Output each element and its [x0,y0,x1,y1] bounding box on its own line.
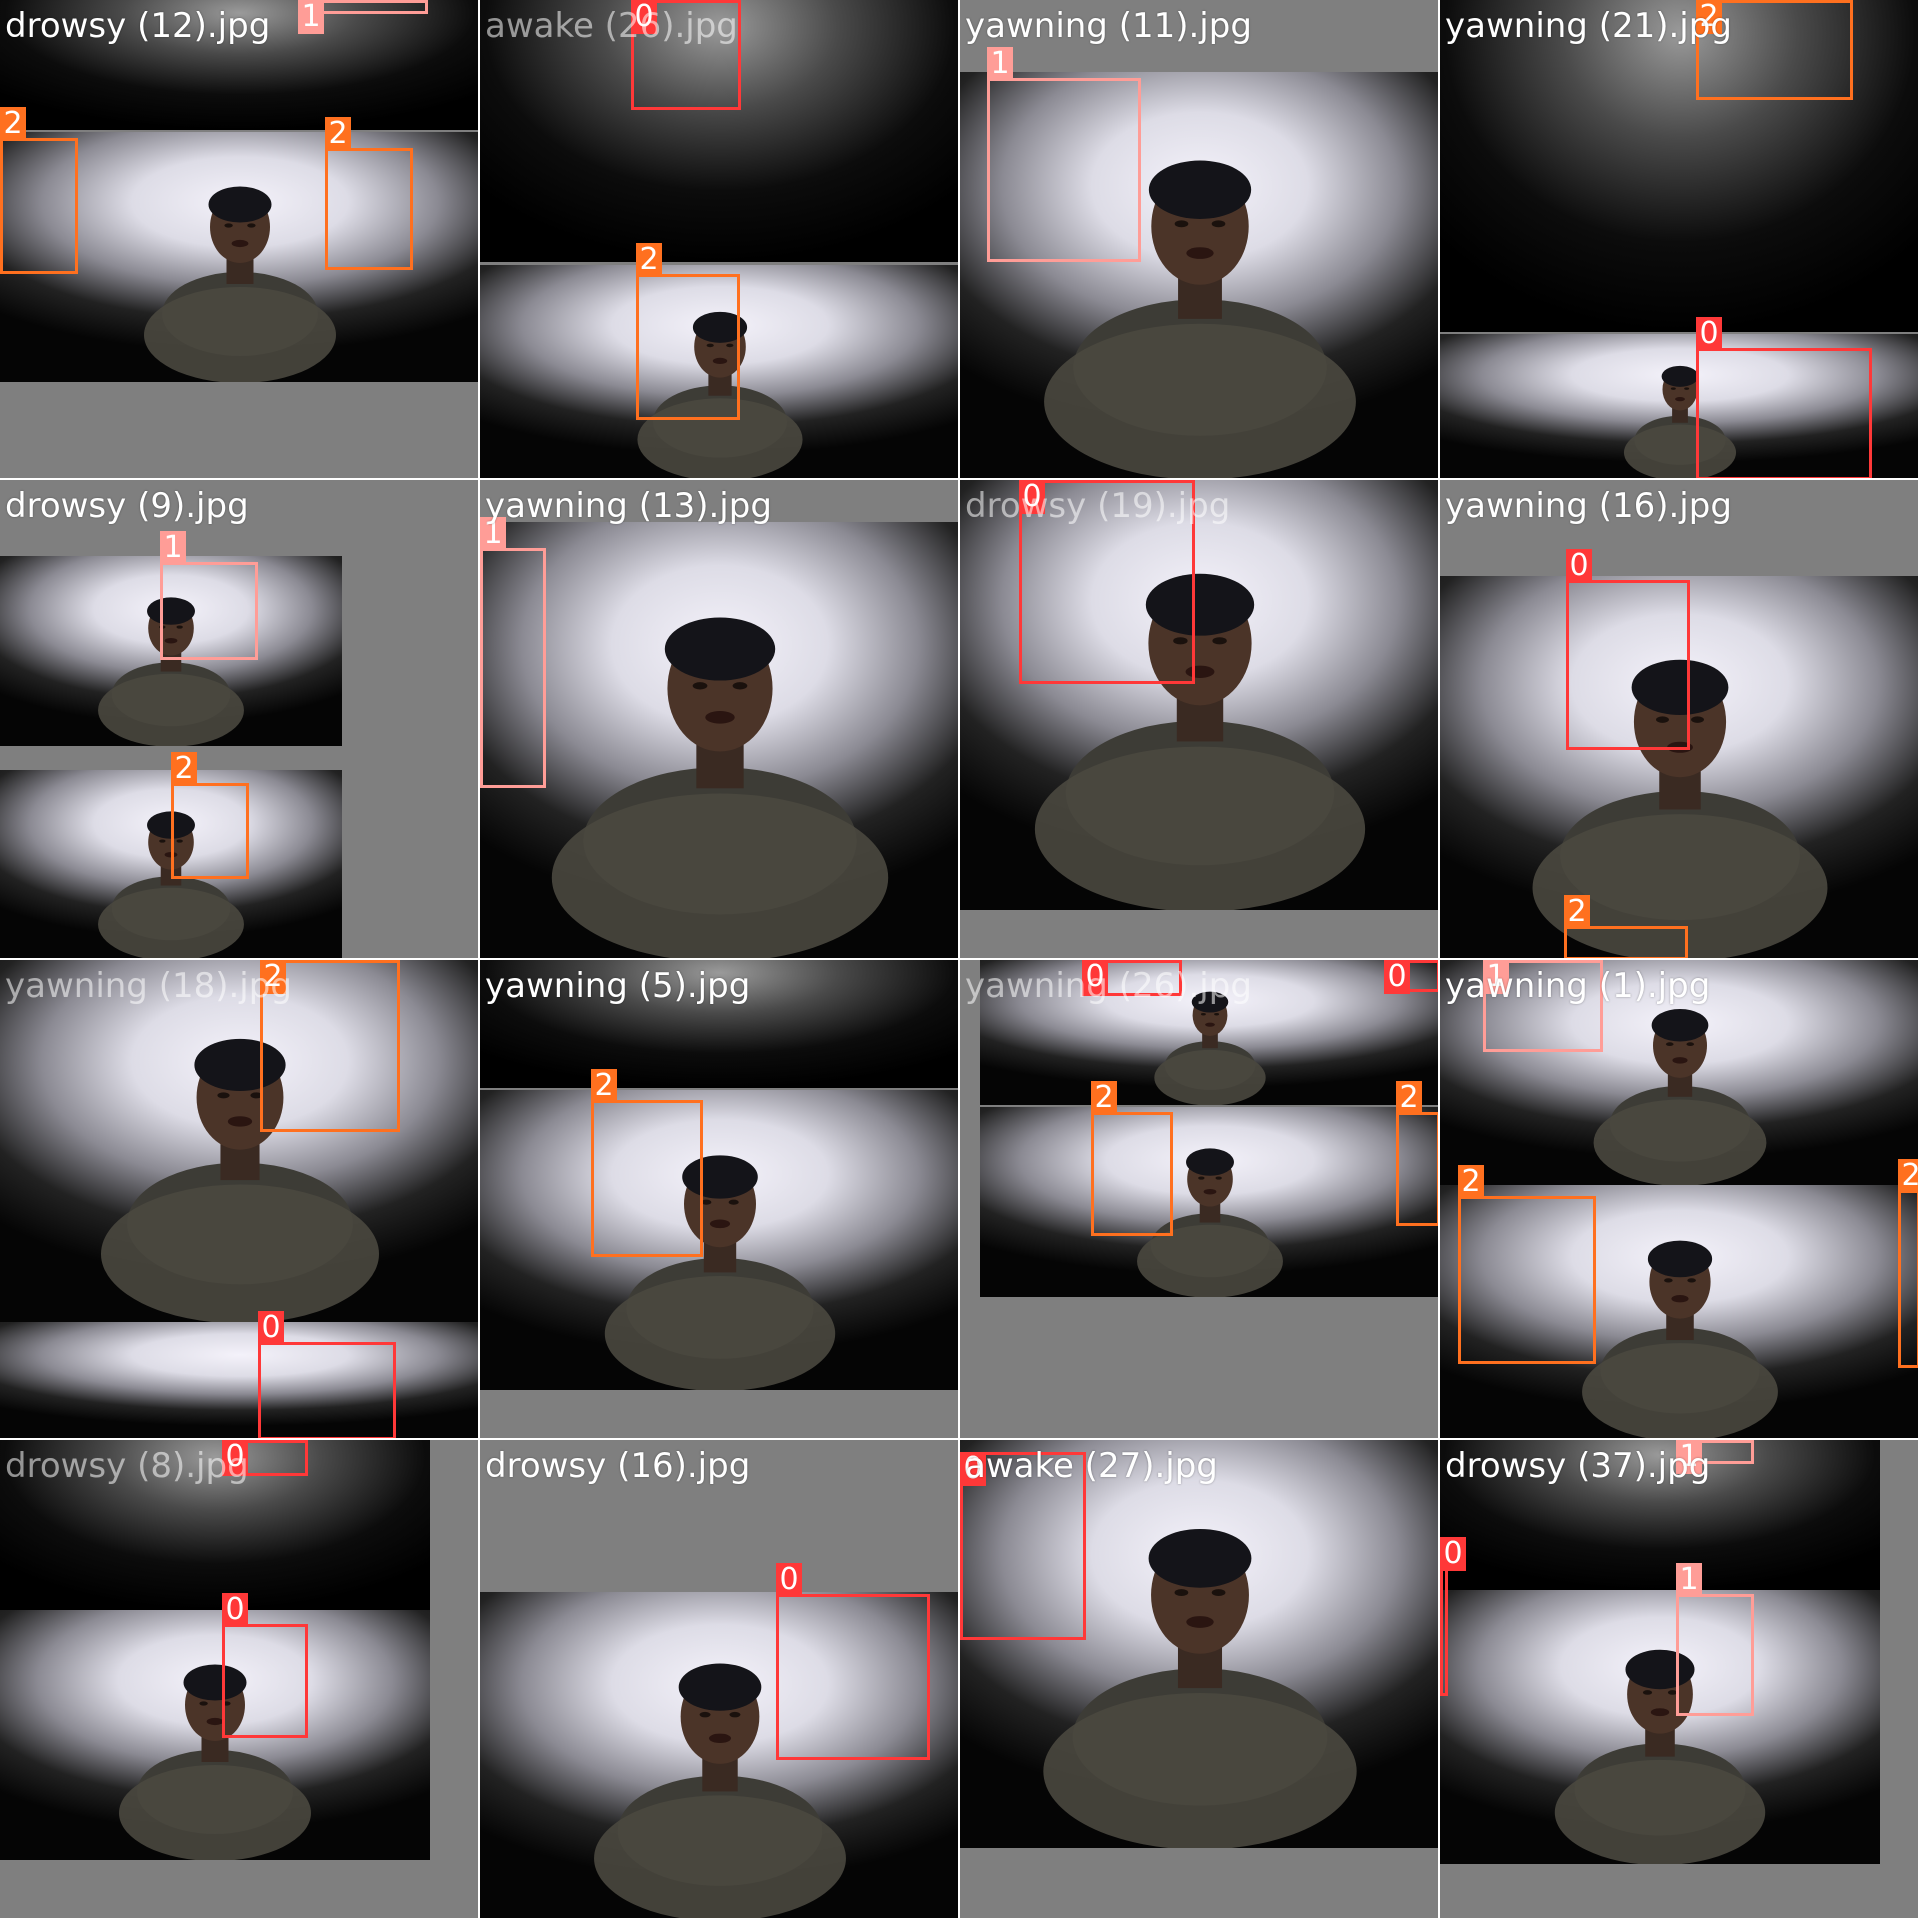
augmented-photo [0,0,478,478]
person-photo [480,522,958,958]
person-photo [1440,1590,1880,1864]
augmented-photo [1440,0,1918,478]
mosaic-cell: 2 yawning (5).jpg [480,960,960,1440]
person-photo [1440,1185,1918,1438]
photo-tile [960,480,1438,910]
mosaic-cell: 1 yawning (13).jpg [480,480,960,960]
person-photo [0,1610,430,1860]
mosaic-cell: 0 drowsy (19).jpg [960,480,1440,960]
photo-tile [1440,960,1918,1185]
photo-tile [0,1322,478,1438]
augmented-photo [960,1440,1438,1918]
person-photo [960,1440,1438,1848]
photo-tile [980,1107,1438,1297]
filename-label: yawning (16).jpg [1445,486,1732,526]
person-photo [480,1090,958,1390]
filename-label: awake (26).jpg [485,6,738,46]
mosaic-cell: 1 2 drowsy (9).jpg [0,480,480,960]
photo-tile [1440,1590,1880,1864]
photo-tile [0,770,342,958]
photo-tile [1440,1185,1918,1438]
filename-label: drowsy (12).jpg [5,6,271,46]
person-photo [1440,334,1918,478]
photo-tile [1440,1440,1880,1590]
augmented-photo [480,0,958,478]
mosaic-cell: 2 0 yawning (21).jpg [1440,0,1920,480]
photo-tile [480,0,958,262]
person-photo [0,960,478,1322]
photo-tile [480,265,958,478]
mosaic-cell: 0 0 drowsy (8).jpg [0,1440,480,1920]
augmented-photo [1440,960,1918,1438]
person-photo [1440,960,1918,1185]
mosaic-cell: 1 yawning (11).jpg [960,0,1440,480]
photo-tile [0,1610,430,1860]
person-photo [960,72,1438,478]
filename-label: drowsy (8).jpg [5,1446,249,1486]
person-photo [480,1592,958,1918]
augmented-photo [0,1440,478,1918]
filename-label: yawning (11).jpg [965,6,1252,46]
photo-tile [480,522,958,958]
person-photo [1440,576,1918,958]
mosaic-cell: 0 drowsy (16).jpg [480,1440,960,1920]
mosaic-cell: 0 2 yawning (16).jpg [1440,480,1920,960]
augmented-photo [1440,1440,1918,1918]
mosaic-cell: 1 0 1 drowsy (37).jpg [1440,1440,1920,1920]
photo-tile [0,1440,430,1610]
filename-label: yawning (21).jpg [1445,6,1732,46]
photo-tile [1440,0,1918,332]
photo-tile [480,1090,958,1390]
mosaic-cell: 2 0 yawning (18).jpg [0,960,480,1440]
filename-label: awake (27).jpg [965,1446,1218,1486]
photo-tile [480,1592,958,1918]
photo-tile [960,72,1438,478]
mosaic-cell: 0 awake (27).jpg [960,1440,1440,1920]
filename-label: yawning (18).jpg [5,966,292,1006]
augmented-photo [0,960,478,1438]
person-photo [0,132,478,382]
person-photo [0,556,342,746]
augmented-photo [480,480,958,958]
person-photo [0,770,342,958]
photo-tile [980,960,1438,1105]
photo-tile [0,132,478,382]
mosaic-cell: 0 2 awake (26).jpg [480,0,960,480]
photo-tile [480,960,958,1088]
augmented-photo [960,480,1438,958]
mosaic-cell: 1 2 2 drowsy (12).jpg [0,0,480,480]
mosaic-cell: 1 2 2 yawning (1).jpg [1440,960,1920,1440]
filename-label: drowsy (16).jpg [485,1446,751,1486]
person-photo [980,1107,1438,1297]
filename-label: yawning (1).jpg [1445,966,1711,1006]
photo-tile [960,0,1438,72]
mosaic-cell: 0 0 2 2 yawning (26).jpg [960,960,1440,1440]
person-photo [960,480,1438,910]
filename-label: drowsy (37).jpg [1445,1446,1711,1486]
person-photo [480,265,958,478]
filename-label: drowsy (9).jpg [5,486,249,526]
photo-tile [0,960,478,1322]
photo-tile [1440,576,1918,958]
photo-tile [0,0,478,130]
filename-label: yawning (13).jpg [485,486,772,526]
augmented-photo [480,960,958,1438]
augmented-photo [480,1440,958,1918]
photo-tile [0,556,342,746]
person-photo [980,960,1438,1105]
augmented-photo [1440,480,1918,958]
filename-label: drowsy (19).jpg [965,486,1231,526]
augmented-photo [960,0,1438,478]
filename-label: yawning (26).jpg [965,966,1252,1006]
augmented-photo [960,960,1438,1438]
augmented-photo [0,480,478,958]
photo-tile [1440,334,1918,478]
photo-tile [960,1440,1438,1848]
filename-label: yawning (5).jpg [485,966,751,1006]
